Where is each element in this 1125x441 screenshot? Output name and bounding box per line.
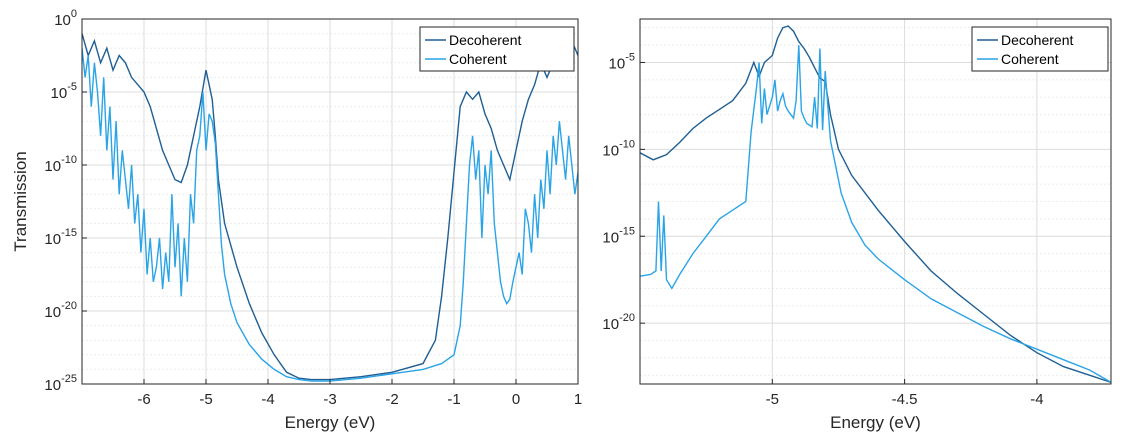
y-tick-exponent: -10: [61, 154, 77, 166]
y-tick-exponent: -15: [619, 225, 635, 237]
x-tick-label: 0: [512, 391, 520, 408]
y-tick-label: 10-20: [44, 300, 77, 321]
y-tick-label: 10-10: [602, 138, 635, 159]
y-tick-label: 10-15: [602, 225, 635, 246]
x-axis-label: Energy (eV): [285, 413, 376, 432]
y-tick-label: 10-5: [51, 81, 77, 102]
y-tick-base: 10: [44, 304, 61, 321]
y-tick-base: 10: [44, 158, 61, 175]
y-tick-base: 10: [44, 377, 61, 394]
y-tick-base: 10: [609, 55, 626, 72]
y-tick-exponent: -5: [625, 51, 635, 63]
y-tick-exponent: -15: [61, 227, 77, 239]
axes-box: [639, 18, 1112, 385]
y-tick-exponent: -20: [619, 312, 635, 324]
y-tick-label: 10-5: [609, 51, 635, 72]
y-tick-base: 10: [51, 85, 68, 102]
y-tick-exponent: -10: [619, 138, 635, 150]
y-tick-exponent: -20: [61, 300, 77, 312]
series-line-coherent: [82, 48, 578, 382]
y-tick-base: 10: [602, 229, 619, 246]
legend-label-decoherent: Decoherent: [1001, 32, 1073, 48]
y-tick-label: 100: [54, 8, 77, 29]
legend-label-decoherent: Decoherent: [449, 32, 521, 48]
x-tick-label: -5: [199, 391, 212, 408]
x-tick-label: -4.5: [892, 391, 918, 408]
x-tick-label: -4: [261, 391, 274, 408]
x-tick-label: -3: [323, 391, 336, 408]
y-tick-base: 10: [44, 231, 61, 248]
legend-box: [971, 26, 1109, 72]
y-tick-label: 10-25: [44, 373, 77, 394]
y-tick-exponent: -5: [67, 81, 77, 93]
y-tick-base: 10: [54, 12, 71, 29]
series-line-coherent: [640, 45, 1111, 383]
y-tick-base: 10: [602, 316, 619, 333]
left-chart-panel: -6 -5 -4 -3 -2 -1 0 110-2510-2010-1510-1010-510…: [11, 8, 582, 432]
y-tick-exponent: -25: [61, 373, 77, 385]
series-line-decoherent: [640, 25, 1111, 383]
x-tick-label: -6: [137, 391, 150, 408]
y-tick-label: 10-20: [602, 312, 635, 333]
legend-label-coherent: Coherent: [449, 51, 507, 67]
x-tick-label: 1: [574, 391, 582, 408]
grid: [640, 19, 1111, 384]
x-tick-label: -5: [766, 391, 779, 408]
legend: Decoherent Coherent: [971, 26, 1109, 72]
legend: Decoherent Coherent: [419, 26, 575, 72]
x-tick-label: -2: [385, 391, 398, 408]
legend-label-coherent: Coherent: [1001, 51, 1059, 67]
y-axis-label: Transmission: [11, 151, 30, 251]
legend-box: [419, 26, 575, 72]
y-tick-base: 10: [602, 142, 619, 159]
y-tick-label: 10-10: [44, 154, 77, 175]
y-tick-exponent: 0: [71, 8, 77, 20]
x-tick-label: -1: [447, 391, 460, 408]
x-axis-label: Energy (eV): [830, 413, 921, 432]
series-line-decoherent: [82, 33, 578, 381]
y-tick-label: 10-15: [44, 227, 77, 248]
x-tick-label: -4: [1030, 391, 1043, 408]
